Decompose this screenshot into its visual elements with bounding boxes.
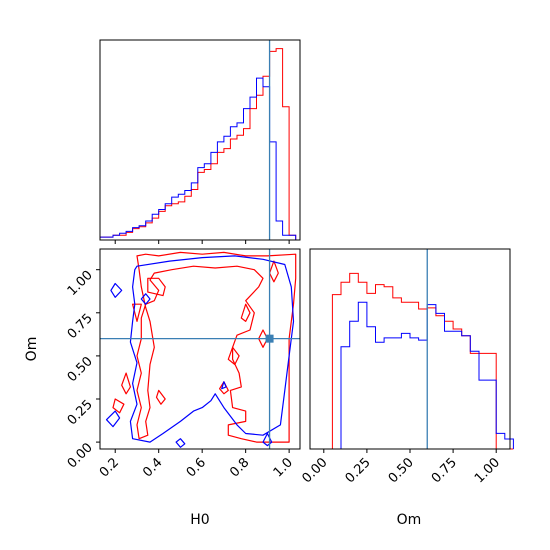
hist-H0-frame [99, 39, 301, 241]
contour-x-tick-label-4: 1.0 [271, 455, 296, 480]
contour-y-tick-label-3: 0.75 [65, 311, 96, 342]
contour-series-0-level-6 [227, 346, 240, 366]
contour-series-1-level-1 [110, 282, 123, 298]
hist-Om-series-0 [323, 272, 514, 450]
contour-series-0-level-3 [112, 398, 125, 414]
contour-series-0-level-9 [219, 381, 229, 395]
contour-y-tick-label-0: 0.00 [65, 440, 96, 471]
contour-x-tick-label-1: 0.4 [140, 455, 165, 480]
contour-series-0-level-10 [155, 389, 166, 405]
contour-series-1-level-3 [105, 410, 121, 428]
contour-series-0-level-1 [147, 277, 166, 297]
contour-series-1-level-5 [221, 381, 227, 390]
contour-series-0-level-2 [132, 303, 142, 322]
contour-y-tick-label-4: 1.00 [65, 268, 96, 299]
hist-Om-frame [309, 248, 511, 450]
y-axis-label-Om: Om [24, 337, 40, 362]
contour-series-1-level-2 [140, 293, 151, 305]
x-axis-label-Om: Om [397, 512, 422, 528]
truth-marker [265, 334, 274, 343]
contour-series-1-level-0 [129, 255, 295, 443]
x-axis-label-H0: H0 [190, 512, 209, 528]
hist-Om-tick-label-2: 0.50 [386, 455, 417, 486]
contour-y-tick-label-2: 0.50 [65, 354, 96, 385]
contour-series-1-level-4 [262, 432, 273, 447]
contour-x-tick-label-0: 0.2 [97, 455, 122, 480]
contour-series-0-level-4 [121, 372, 131, 395]
panel-hist-Om: 0.00 0.25 0.50 0.75 1.00 [300, 248, 514, 486]
hist-Om-series-1 [323, 301, 514, 450]
hist-H0-series-0 [99, 48, 297, 240]
hist-Om-tick-label-1: 0.25 [343, 455, 374, 486]
contour-series-0-level-8 [269, 260, 279, 283]
hist-Om-tick-label-0: 0.00 [300, 455, 331, 486]
hist-Om-tick-label-3: 0.75 [429, 455, 460, 486]
hist-Om-tick-label-4: 1.00 [472, 455, 503, 486]
panel-hist-H0 [99, 39, 301, 244]
hist-H0-series-1 [99, 77, 297, 240]
contour-series-1-level-6 [175, 438, 186, 448]
contour-series-0-level-5 [240, 303, 251, 322]
panel-contour-H0-Om: 0.2 0.4 0.6 0.8 1.0 0.00 0.25 0.50 0.75 1.00 [65, 248, 301, 480]
contour-x-tick-label-2: 0.6 [184, 455, 209, 480]
contour-y-tick-label-1: 0.25 [65, 397, 96, 428]
contour-x-tick-label-3: 0.8 [227, 455, 252, 480]
contour-frame [99, 248, 301, 450]
